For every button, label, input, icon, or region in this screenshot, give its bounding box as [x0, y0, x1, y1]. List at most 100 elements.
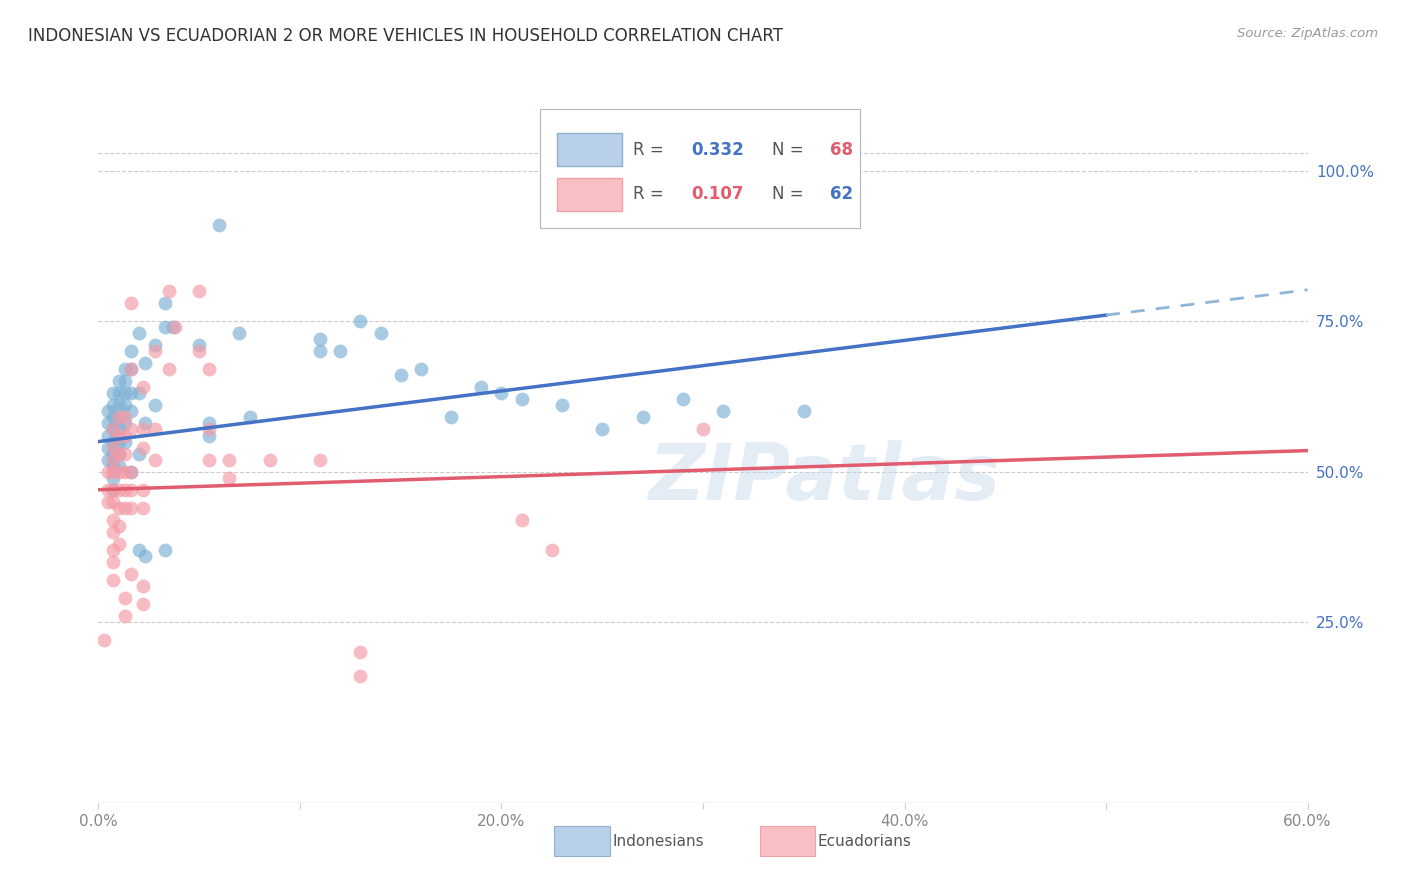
Point [107, 398, 129, 412]
Text: 0.107: 0.107 [690, 186, 744, 203]
Point [114, 591, 136, 606]
Point [120, 386, 142, 401]
Point [672, 392, 695, 407]
Point [107, 465, 129, 479]
Point [97, 428, 120, 442]
Point [132, 380, 155, 394]
Point [114, 500, 136, 515]
Point [143, 398, 166, 412]
Point [128, 446, 150, 460]
Point [132, 579, 155, 593]
Point [114, 386, 136, 401]
Point [153, 320, 176, 334]
Point [120, 296, 142, 310]
Point [132, 597, 155, 611]
Point [114, 434, 136, 449]
Point [153, 296, 176, 310]
Text: Source: ZipAtlas.com: Source: ZipAtlas.com [1237, 27, 1378, 40]
Point [370, 326, 392, 340]
Point [128, 326, 150, 340]
FancyBboxPatch shape [759, 826, 815, 855]
Point [143, 422, 166, 436]
Point [107, 374, 129, 388]
Point [162, 320, 184, 334]
Text: R =: R = [633, 141, 669, 159]
Text: 0.332: 0.332 [690, 141, 744, 159]
Point [101, 458, 124, 473]
Point [491, 386, 513, 401]
Point [198, 417, 221, 431]
Point [132, 483, 155, 497]
Point [101, 483, 124, 497]
FancyBboxPatch shape [557, 178, 621, 211]
Point [309, 344, 332, 359]
Point [188, 338, 211, 352]
Point [97, 404, 120, 418]
Text: N =: N = [772, 141, 808, 159]
Point [134, 356, 156, 370]
Text: ZIPatlas: ZIPatlas [648, 440, 1000, 516]
Point [107, 410, 129, 425]
Point [228, 326, 250, 340]
Point [309, 332, 332, 346]
Point [120, 404, 142, 418]
Point [540, 542, 562, 557]
Point [107, 386, 129, 401]
Point [198, 428, 221, 442]
Point [101, 573, 124, 587]
Point [101, 524, 124, 539]
Point [101, 513, 124, 527]
Point [97, 483, 120, 497]
Point [591, 422, 613, 436]
Point [188, 284, 211, 298]
Point [711, 404, 734, 418]
Point [101, 398, 124, 412]
Text: N =: N = [772, 186, 808, 203]
Point [101, 494, 124, 508]
Point [470, 380, 492, 394]
Point [157, 362, 180, 376]
Point [120, 344, 142, 359]
Text: R =: R = [633, 186, 669, 203]
Point [188, 344, 211, 359]
Point [329, 344, 352, 359]
Point [349, 314, 371, 328]
Point [114, 398, 136, 412]
Text: 68: 68 [830, 141, 853, 159]
Point [107, 434, 129, 449]
Point [107, 446, 129, 460]
Point [143, 344, 166, 359]
Point [793, 404, 815, 418]
Point [101, 422, 124, 436]
Point [143, 452, 166, 467]
Point [107, 537, 129, 551]
Point [409, 362, 432, 376]
Point [114, 609, 136, 624]
Point [120, 483, 142, 497]
Point [198, 452, 221, 467]
Point [114, 446, 136, 460]
Point [349, 669, 371, 683]
Point [631, 410, 654, 425]
Point [120, 362, 142, 376]
Point [132, 422, 155, 436]
Point [93, 633, 115, 648]
Point [198, 422, 221, 436]
Point [551, 398, 574, 412]
Point [132, 500, 155, 515]
Point [107, 458, 129, 473]
Point [107, 422, 129, 436]
Y-axis label: 2 or more Vehicles in Household: 2 or more Vehicles in Household [0, 323, 7, 560]
Point [120, 422, 142, 436]
Point [107, 518, 129, 533]
Point [218, 470, 240, 484]
Text: Indonesians: Indonesians [613, 834, 704, 849]
Point [309, 452, 332, 467]
Point [114, 483, 136, 497]
Point [120, 500, 142, 515]
Point [114, 417, 136, 431]
Point [101, 452, 124, 467]
Point [120, 362, 142, 376]
Point [510, 392, 533, 407]
Point [101, 446, 124, 460]
